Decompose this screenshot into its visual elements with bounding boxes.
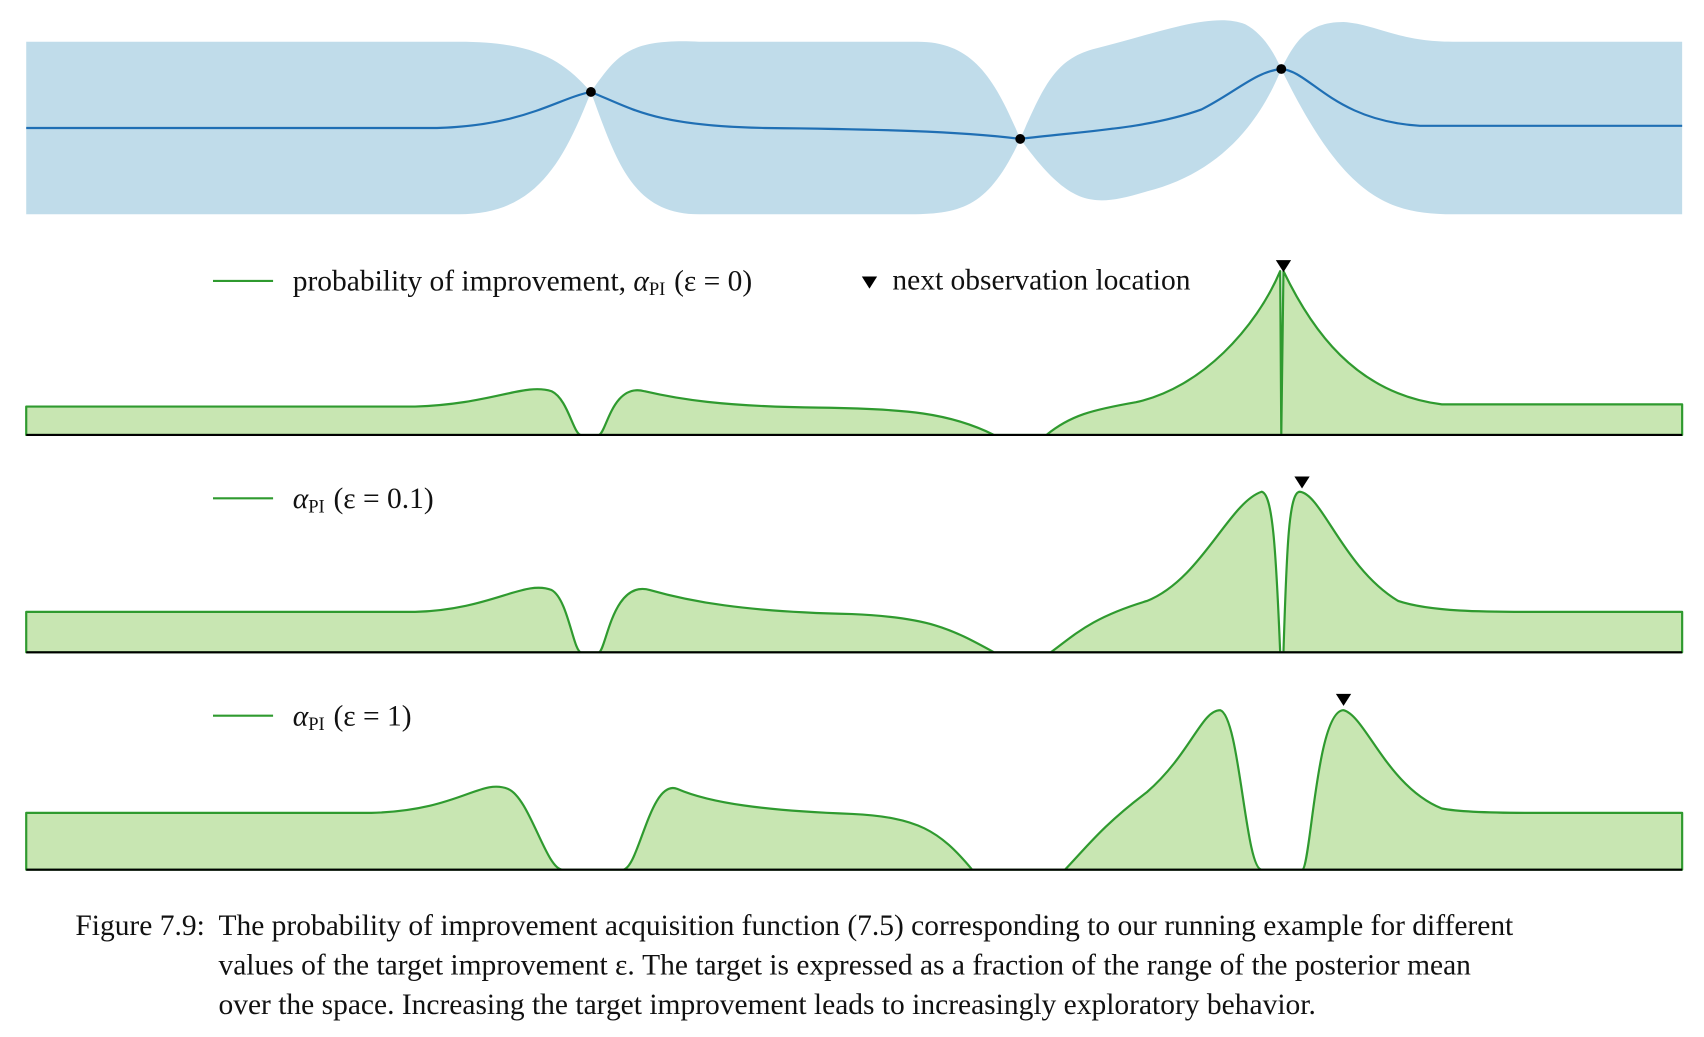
legend-symbol: α [293, 700, 309, 732]
next-location-marker [1294, 476, 1310, 489]
legend-label: next observation location [892, 265, 1190, 297]
caption-line: The probability of improvement acquisiti… [218, 910, 1514, 942]
legend-symbol: α [293, 483, 309, 515]
legend-text: probability of improvement, [293, 266, 634, 298]
legend-label: probability of improvement, αPI (ε = 0) [293, 266, 753, 300]
legend-subscript: PI [308, 714, 325, 735]
observation [586, 87, 596, 97]
legend-subscript: PI [308, 496, 325, 517]
legend-condition: (ε = 0.1) [333, 483, 433, 515]
caption-line: values of the target improvement ε. The … [218, 950, 1471, 982]
acquisition-curve [25, 709, 1684, 871]
observation [1015, 134, 1026, 144]
legend-label: αPI (ε = 0.1) [293, 483, 434, 517]
next-location-marker [1335, 693, 1352, 706]
credible-band [26, 20, 1683, 215]
observation [1276, 64, 1287, 74]
legend-condition: (ε = 0) [674, 266, 752, 298]
next-location-marker [1275, 260, 1292, 273]
legend-marker [861, 276, 878, 289]
legend-symbol: α [633, 266, 649, 298]
caption-label: Figure 7.9: [75, 910, 204, 942]
caption-line: over the space. Increasing the target im… [218, 989, 1315, 1021]
acquisition-curve [25, 490, 1684, 654]
legend-condition: (ε = 1) [333, 700, 411, 732]
acquisition-curve [25, 269, 1684, 437]
legend-label: αPI (ε = 1) [293, 700, 412, 734]
legend-subscript: PI [649, 279, 666, 300]
